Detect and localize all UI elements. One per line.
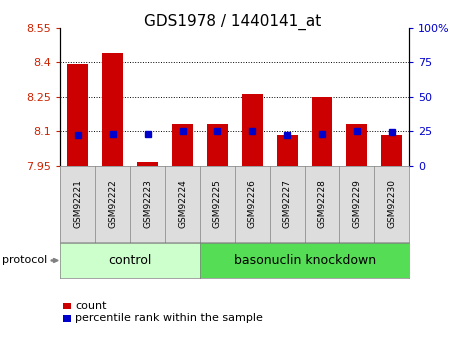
- Bar: [137, 162, 158, 166]
- Text: GSM92221: GSM92221: [73, 179, 82, 228]
- Text: count: count: [75, 301, 107, 310]
- Text: GSM92222: GSM92222: [108, 179, 117, 228]
- Text: GSM92229: GSM92229: [352, 179, 361, 228]
- Bar: [381, 135, 402, 166]
- Text: percentile rank within the sample: percentile rank within the sample: [75, 314, 263, 323]
- Bar: [172, 124, 193, 166]
- Text: basonuclin knockdown: basonuclin knockdown: [233, 254, 376, 267]
- Text: GSM92223: GSM92223: [143, 179, 152, 228]
- Bar: [207, 124, 228, 166]
- Bar: [102, 53, 123, 166]
- Text: control: control: [108, 254, 152, 267]
- Bar: [242, 94, 263, 166]
- Text: protocol: protocol: [2, 256, 47, 265]
- Text: GSM92230: GSM92230: [387, 179, 396, 228]
- Text: GSM92225: GSM92225: [213, 179, 222, 228]
- Text: GSM92226: GSM92226: [248, 179, 257, 228]
- Bar: [277, 135, 298, 166]
- Bar: [346, 124, 367, 166]
- Text: GSM92224: GSM92224: [178, 179, 187, 228]
- Bar: [67, 65, 88, 166]
- Text: GSM92228: GSM92228: [318, 179, 326, 228]
- Text: GDS1978 / 1440141_at: GDS1978 / 1440141_at: [144, 14, 321, 30]
- Text: GSM92227: GSM92227: [283, 179, 292, 228]
- Bar: [312, 97, 332, 166]
